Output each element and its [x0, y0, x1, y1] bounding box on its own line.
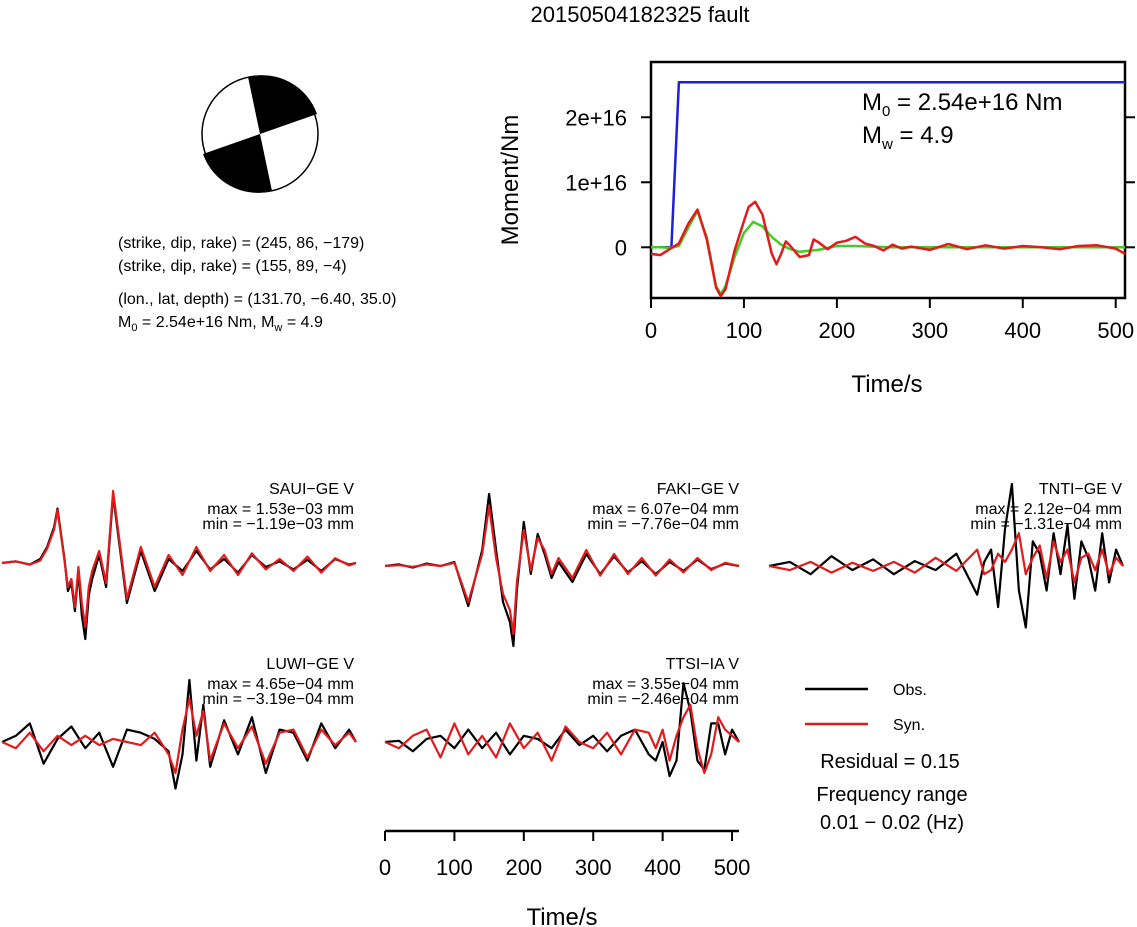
waveform-x-tick-label: 400 [644, 855, 681, 880]
mechanism-line-1: (strike, dip, rake) = (245, 86, −179) [118, 235, 364, 252]
waveform-x-tick-label: 0 [379, 855, 391, 880]
figure-title: 20150504182325 fault [531, 2, 750, 27]
moment-mw-annotation: Mw = 4.9 [862, 122, 954, 153]
waveform-time-axis: 0 100 200 300 400 500 [379, 829, 751, 880]
waveform-syn-trace [1, 697, 357, 775]
residual-label: Residual = 0.15 [820, 751, 960, 773]
frequency-range-label: Frequency range [816, 784, 967, 806]
station-min-label: min = −2.46e−04 mm [587, 691, 739, 708]
moment-x-tick-label: 100 [726, 318, 763, 343]
waveform-x-tick-label: 500 [714, 855, 751, 880]
moment-series [650, 80, 1126, 298]
frequency-range-value: 0.01 − 0.02 (Hz) [820, 812, 964, 834]
moment-x-tick-label: 400 [1004, 318, 1041, 343]
moment-x-tick-label: 200 [819, 318, 856, 343]
moment-x-axis: 0 100 200 300 400 500 [645, 298, 1134, 343]
waveform-x-axis-label: Time/s [526, 904, 597, 927]
waveform-x-tick-label: 100 [436, 855, 473, 880]
waveform-syn-trace [384, 504, 740, 636]
moment-x-tick-label: 500 [1097, 318, 1134, 343]
moment-x-tick-label: 300 [911, 318, 948, 343]
moment-y-axis: 0 1e+16 2e+16 [565, 105, 1135, 260]
beachball-compressional-quadrant-ne [248, 75, 317, 134]
mechanism-line-3: (lon., lat, depth) = (131.70, −6.40, 35.… [118, 291, 396, 308]
legend-obs-label: Obs. [893, 682, 927, 699]
moment-x-tick-label: 0 [645, 318, 657, 343]
station-max-label: max = 1.53e−03 mm [207, 501, 354, 518]
station-label: TTSI−IA V [666, 656, 740, 673]
waveform-syn-trace [768, 532, 1124, 584]
moment-y-tick-label: 2e+16 [565, 105, 627, 130]
station-min-label: min = −1.31e−04 mm [970, 516, 1122, 533]
moment-rate-chart: 0 100 200 300 400 500 0 1e+16 2e+16 Time/s Mome… [497, 60, 1135, 398]
moment-chart-frame [649, 60, 1127, 300]
station-max-label: max = 4.65e−04 mm [207, 676, 354, 693]
station-min-label: min = −3.19e−04 mm [202, 691, 354, 708]
station-label: LUWI−GE V [266, 656, 354, 673]
moment-y-tick-label: 0 [615, 235, 627, 260]
station-label: FAKI−GE V [657, 481, 740, 498]
moment-m0-annotation: M0 = 2.54e+16 Nm [862, 89, 1062, 120]
legend-syn-label: Syn. [893, 717, 925, 734]
station-min-label: min = −7.76e−04 mm [587, 516, 739, 533]
station-label: SAUI−GE V [269, 481, 354, 498]
moment-y-axis-label: Moment/Nm [497, 115, 524, 246]
station-max-label: max = 6.07e−04 mm [592, 501, 739, 518]
beachball-compressional-quadrant-sw [203, 134, 272, 193]
waveform-syn-trace [1, 489, 357, 629]
station-max-label: max = 3.55e−04 mm [592, 676, 739, 693]
waveform-x-tick-label: 200 [505, 855, 542, 880]
waveform-x-tick-label: 300 [575, 855, 612, 880]
station-label: TNTI−GE V [1039, 481, 1122, 498]
station-min-label: min = −1.19e−03 mm [202, 516, 354, 533]
legend: Obs. Syn. [805, 682, 927, 734]
moment-series-green [651, 209, 1125, 296]
moment-series-red [650, 200, 1126, 298]
moment-x-axis-label: Time/s [851, 371, 922, 398]
station-max-label: max = 2.12e−04 mm [975, 501, 1122, 518]
moment-y-tick-label: 1e+16 [565, 170, 627, 195]
mechanism-line-2: (strike, dip, rake) = (155, 89, −4) [118, 258, 347, 275]
focal-mechanism-beachball [201, 75, 319, 193]
waveform-syn-trace [384, 703, 740, 775]
mechanism-moment-line: M0 = 2.54e+16 Nm, Mw = 4.9 [118, 314, 323, 334]
